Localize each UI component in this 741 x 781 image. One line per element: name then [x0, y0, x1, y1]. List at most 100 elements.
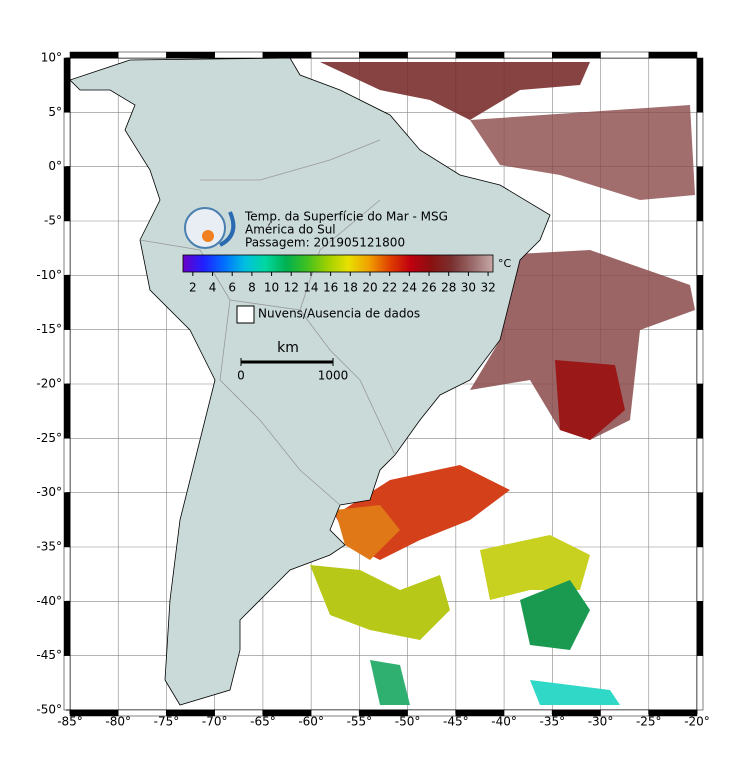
- x-tick-label: -50°: [395, 715, 421, 729]
- x-tick-label: -30°: [588, 715, 614, 729]
- sst-patch: [555, 360, 625, 440]
- x-tick-label: -75°: [154, 715, 180, 729]
- frame-segment: [63, 220, 71, 276]
- sst-patch: [530, 680, 620, 705]
- scale-tick-label: 1000: [318, 369, 349, 383]
- x-tick-label: -55°: [347, 715, 373, 729]
- x-tick-label: -25°: [636, 715, 662, 729]
- frame-segment: [214, 51, 264, 59]
- frame-segment: [696, 57, 704, 113]
- y-tick-label: -45°: [36, 648, 62, 662]
- colorbar-tick-label: 20: [362, 281, 377, 295]
- y-tick-label: -10°: [36, 268, 62, 282]
- x-tick-label: -65°: [250, 715, 276, 729]
- sst-patch: [320, 62, 590, 120]
- x-tick-label: -85°: [57, 715, 83, 729]
- title-line: Temp. da Superfície do Mar - MSG: [244, 210, 448, 224]
- sst-patch: [470, 105, 695, 200]
- colorbar-tick-label: 14: [303, 281, 318, 295]
- colorbar-tick-label: 2: [189, 281, 197, 295]
- legend-swatch: [236, 305, 255, 324]
- x-tick-label: -35°: [540, 715, 566, 729]
- frame-segment: [696, 601, 704, 656]
- sst-patch: [310, 565, 450, 640]
- y-tick-label: -25°: [36, 431, 62, 445]
- sst-patch: [520, 580, 590, 650]
- x-tick-label: -20°: [684, 715, 710, 729]
- colorbar-tick-label: 28: [441, 281, 456, 295]
- frame-segment: [63, 57, 71, 113]
- frame-segment: [63, 492, 71, 548]
- country-borders: [139, 139, 396, 506]
- y-tick-label: 10°: [41, 51, 62, 65]
- frame-segment: [63, 438, 71, 493]
- frame-segment: [117, 51, 167, 59]
- x-tick-label: -40°: [491, 715, 517, 729]
- frame-segment: [407, 51, 457, 59]
- frame-segment: [696, 220, 704, 276]
- y-tick-label: -35°: [36, 540, 62, 554]
- y-tick-label: -40°: [36, 594, 62, 608]
- colorbar: [182, 254, 494, 273]
- y-tick-label: -15°: [36, 322, 62, 336]
- scale-tick-label: 0: [237, 369, 245, 383]
- frame-segment: [262, 51, 312, 59]
- colorbar-tick-label: 30: [461, 281, 476, 295]
- colorbar-tick-label: 10: [264, 281, 279, 295]
- frame-segment: [696, 329, 704, 385]
- colorbar-tick-label: 16: [323, 281, 338, 295]
- legend-label: Nuvens/Ausencia de dados: [258, 307, 420, 321]
- title-line: Passagem: 201905121800: [245, 236, 405, 250]
- y-tick-label: -20°: [36, 377, 62, 391]
- frame-segment: [63, 655, 71, 711]
- frame-segment: [63, 546, 71, 602]
- colorbar-unit: °C: [498, 257, 512, 270]
- x-tick-label: -80°: [105, 715, 131, 729]
- map-content: [70, 58, 695, 706]
- y-tick-label: -50°: [36, 703, 62, 717]
- frame-segment: [63, 601, 71, 656]
- frame-segment: [310, 51, 360, 59]
- frame-segment: [63, 275, 71, 330]
- frame-segment: [552, 51, 601, 59]
- frame-segment: [696, 492, 704, 548]
- y-tick-label: 0°: [48, 159, 62, 173]
- y-tick-label: -5°: [44, 214, 62, 228]
- frame-segment: [63, 383, 71, 439]
- x-tick-label: -45°: [443, 715, 469, 729]
- y-tick-label: -30°: [36, 485, 62, 499]
- x-tick-label: -70°: [202, 715, 228, 729]
- frame-segment: [63, 112, 71, 167]
- frame-segment: [696, 383, 704, 439]
- frame-segment: [696, 112, 704, 167]
- frame-segment: [166, 51, 215, 59]
- x-tick-label: -60°: [298, 715, 324, 729]
- colorbar-tick-label: 4: [209, 281, 217, 295]
- colorbar-tick-label: 18: [343, 281, 358, 295]
- colorbar-tick-label: 6: [228, 281, 236, 295]
- frame-segment: [455, 51, 505, 59]
- frame-segment: [359, 51, 408, 59]
- frame-segment: [600, 51, 650, 59]
- colorbar-tick-label: 22: [382, 281, 397, 295]
- y-tick-label: 5°: [48, 105, 62, 119]
- frame-segment: [63, 329, 71, 385]
- logo: [184, 207, 236, 249]
- sst-patch: [470, 250, 695, 440]
- colorbar-tick-label: 24: [402, 281, 417, 295]
- colorbar-tick-label: 32: [480, 281, 495, 295]
- frame-segment: [696, 655, 704, 711]
- colorbar-tick-label: 26: [421, 281, 436, 295]
- frame-segment: [63, 166, 71, 222]
- scale-unit: km: [277, 340, 299, 356]
- frame-segment: [696, 275, 704, 330]
- sst-patch: [370, 660, 410, 705]
- frame-segment: [696, 166, 704, 222]
- sst-patch: [335, 505, 400, 560]
- frame-segment: [696, 438, 704, 493]
- colorbar-tick-label: 8: [248, 281, 256, 295]
- frame-segment: [503, 51, 553, 59]
- title-line: América do Sul: [245, 223, 336, 237]
- frame-segment: [648, 51, 698, 59]
